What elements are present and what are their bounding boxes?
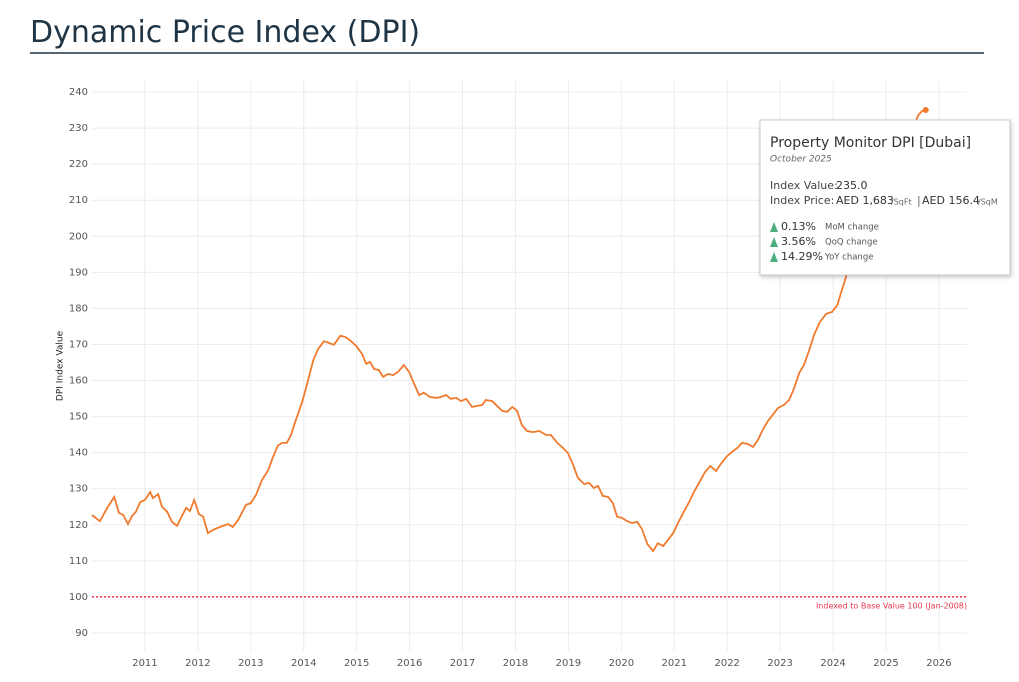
change-value: 14.29% [781, 250, 823, 263]
plot: Indexed to Base Value 100 (Jan-2008) [91, 107, 967, 610]
x-tick-label: 2018 [503, 658, 528, 669]
y-tick-label: 230 [69, 123, 88, 134]
y-tick-label: 180 [69, 303, 88, 314]
x-tick-label: 2017 [450, 658, 475, 669]
y-tick-label: 240 [69, 87, 88, 98]
x-tick-label: 2024 [820, 658, 845, 669]
line-series [91, 109, 926, 553]
change-value: 3.56% [781, 235, 816, 248]
up-arrow [770, 222, 778, 232]
x-tick-label: 2021 [662, 658, 687, 669]
y-tick-label: 170 [69, 339, 88, 350]
x-tick-label: 2015 [344, 658, 369, 669]
change-label: QoQ change [825, 238, 878, 248]
tooltip-date: October 2025 [770, 155, 832, 165]
tooltip-value: AED 1,683 [836, 194, 894, 207]
tooltip-box [759, 119, 1011, 276]
y-tick-label: 220 [69, 159, 88, 170]
y-axis-label: DPI Index Value [56, 330, 66, 401]
y-tick-label: 90 [75, 628, 88, 639]
y-tick-label: 120 [69, 520, 88, 531]
tooltip: Property Monitor DPI [Dubai] October 202… [759, 119, 1011, 276]
x-tick-label: 2014 [291, 658, 316, 669]
y-tick-label: 190 [69, 267, 88, 278]
x-tick-label: 2019 [556, 658, 581, 669]
tooltip-unit: /SqM [978, 198, 998, 207]
change-value: 0.13% [781, 220, 816, 233]
tooltip-label: Index Price: [770, 194, 834, 207]
x-tick-label: 2023 [767, 658, 792, 669]
x-tick-label: 2012 [185, 658, 210, 669]
chart-title: Dynamic Price Index (DPI) [30, 15, 420, 50]
x-tick-label: 2016 [397, 658, 422, 669]
tooltip-separator: | [917, 194, 921, 207]
change-label: MoM change [825, 223, 879, 233]
reference-label: Indexed to Base Value 100 (Jan-2008) [816, 601, 967, 610]
y-tick-label: 200 [69, 231, 88, 242]
y-tick-label: 210 [69, 195, 88, 206]
tooltip-label: Index Value: [770, 179, 838, 192]
y-tick-label: 100 [69, 592, 88, 603]
x-tick-label: 2013 [238, 658, 263, 669]
y-tick-label: 150 [69, 412, 88, 423]
change-label: YoY change [824, 253, 873, 263]
y-tick-label: 160 [69, 376, 88, 387]
y-tick-label: 140 [69, 448, 88, 459]
x-tick-label: 2025 [873, 658, 898, 669]
x-tick-label: 2026 [926, 658, 951, 669]
y-tick-label: 110 [69, 556, 88, 567]
x-tick-label: 2022 [714, 658, 739, 669]
tooltip-title: Property Monitor DPI [Dubai] [770, 135, 971, 151]
up-arrow [770, 237, 778, 247]
up-arrow [770, 252, 778, 262]
y-tick-label: 130 [69, 484, 88, 495]
x-tick-label: 2020 [609, 658, 634, 669]
tooltip-unit: /SqFt [891, 198, 912, 207]
x-tick-label: 2011 [132, 658, 157, 669]
tooltip-value: AED 156.4 [922, 194, 980, 207]
tooltip-value: 235.0 [836, 179, 868, 192]
end-point [922, 107, 929, 114]
grid: 90 100 110 120 130 140 150 160 170 180 190 200 210 22… [69, 81, 967, 669]
